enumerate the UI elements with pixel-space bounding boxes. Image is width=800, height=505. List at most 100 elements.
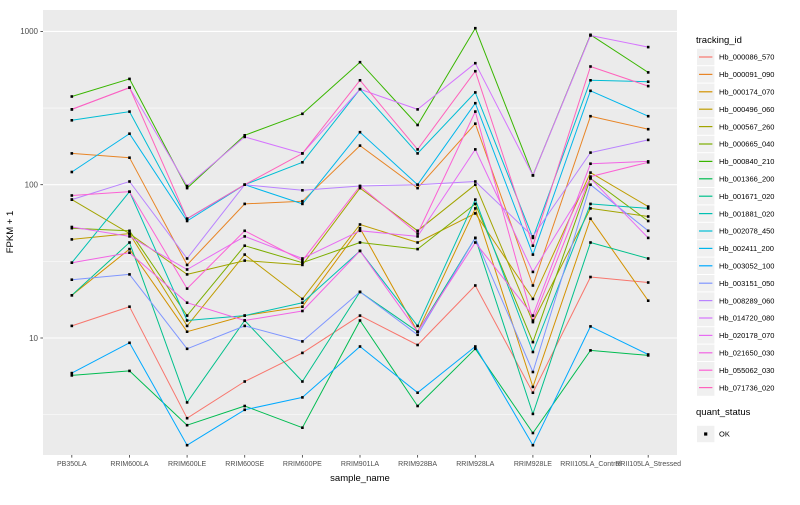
data-point	[589, 162, 592, 165]
data-point	[70, 152, 74, 155]
data-point	[531, 431, 535, 435]
data-point	[474, 212, 477, 215]
data-point	[358, 229, 362, 233]
data-point	[243, 134, 246, 137]
data-point	[646, 236, 650, 240]
data-point	[301, 257, 304, 260]
data-point	[589, 177, 592, 180]
data-point	[301, 297, 304, 301]
data-point	[589, 34, 592, 37]
legend-item-label: Hb_000840_210	[719, 157, 774, 166]
data-point	[301, 351, 304, 355]
data-point	[358, 87, 362, 91]
x-tick-label: RRII105LA_Control	[560, 461, 621, 468]
data-point	[531, 270, 535, 274]
data-point	[358, 144, 362, 147]
data-point	[358, 186, 362, 190]
data-point	[474, 148, 477, 151]
data-point	[243, 244, 246, 247]
legend-item-label: Hb_003052_100	[719, 262, 774, 271]
data-point	[416, 148, 419, 151]
data-point	[531, 443, 535, 447]
data-point	[185, 324, 189, 328]
data-point	[589, 217, 592, 220]
data-point	[474, 26, 477, 30]
x-tick-label: RRIM928BA	[398, 461, 437, 468]
data-point	[474, 91, 477, 94]
data-point	[474, 101, 477, 105]
data-point	[70, 278, 74, 281]
legend-item-label: Hb_002411_200	[719, 244, 774, 253]
x-tick-label: RRIM928LE	[514, 461, 552, 468]
data-point	[185, 423, 189, 427]
data-point	[589, 349, 592, 352]
data-point	[589, 325, 592, 328]
data-point	[301, 301, 304, 304]
data-point	[128, 77, 131, 81]
data-point	[128, 273, 131, 276]
data-point	[646, 127, 650, 131]
data-point	[243, 404, 246, 408]
data-point	[531, 350, 535, 354]
y-tick-label: 1000	[20, 27, 38, 36]
data-point	[301, 305, 304, 308]
y-tick-label: 100	[25, 181, 39, 190]
data-point	[474, 236, 477, 240]
data-point	[243, 183, 246, 186]
data-point	[128, 86, 131, 89]
data-point	[243, 229, 246, 233]
data-point	[589, 175, 592, 178]
data-point	[646, 281, 650, 284]
data-point	[185, 263, 189, 267]
x-tick-label: RRII105LA_Stressed	[615, 461, 681, 468]
data-point	[301, 152, 304, 155]
data-point	[358, 223, 362, 226]
data-point	[416, 235, 419, 238]
data-point	[358, 241, 362, 244]
data-point	[243, 253, 246, 256]
data-point	[70, 294, 74, 297]
data-point	[589, 114, 592, 118]
data-point	[474, 198, 477, 201]
data-point	[358, 345, 362, 348]
data-point	[531, 412, 535, 416]
data-point	[128, 156, 131, 159]
data-point	[128, 180, 131, 183]
data-point	[185, 301, 189, 304]
data-point	[416, 229, 419, 233]
data-point	[185, 314, 189, 317]
data-point	[243, 324, 246, 328]
data-point	[185, 217, 189, 220]
data-point	[531, 314, 535, 317]
data-point	[646, 84, 650, 88]
data-point	[301, 309, 304, 313]
data-point	[70, 108, 74, 111]
data-point	[243, 259, 246, 262]
data-point	[531, 174, 535, 177]
data-point	[358, 290, 362, 294]
data-point	[128, 247, 131, 251]
data-point	[589, 202, 592, 206]
data-point	[531, 253, 535, 256]
data-point	[416, 108, 419, 111]
data-point	[474, 110, 477, 113]
legend-item-label: Hb_000567_260	[719, 122, 774, 131]
data-point	[185, 347, 189, 351]
legend-item-label: Hb_000665_040	[719, 140, 774, 149]
data-point	[646, 299, 650, 302]
data-point	[531, 320, 535, 324]
data-point	[416, 343, 419, 347]
x-tick-label: RRIM600PE	[283, 461, 322, 468]
data-point	[531, 236, 535, 240]
quant-status-label: OK	[719, 430, 730, 439]
data-point	[416, 123, 419, 127]
data-point	[185, 443, 189, 447]
data-point	[531, 319, 535, 322]
data-point	[358, 314, 362, 317]
x-tick-label: RRIM600LE	[168, 461, 206, 468]
data-point	[531, 391, 535, 394]
data-point	[474, 61, 477, 65]
data-point	[416, 324, 419, 328]
data-point	[474, 345, 477, 348]
